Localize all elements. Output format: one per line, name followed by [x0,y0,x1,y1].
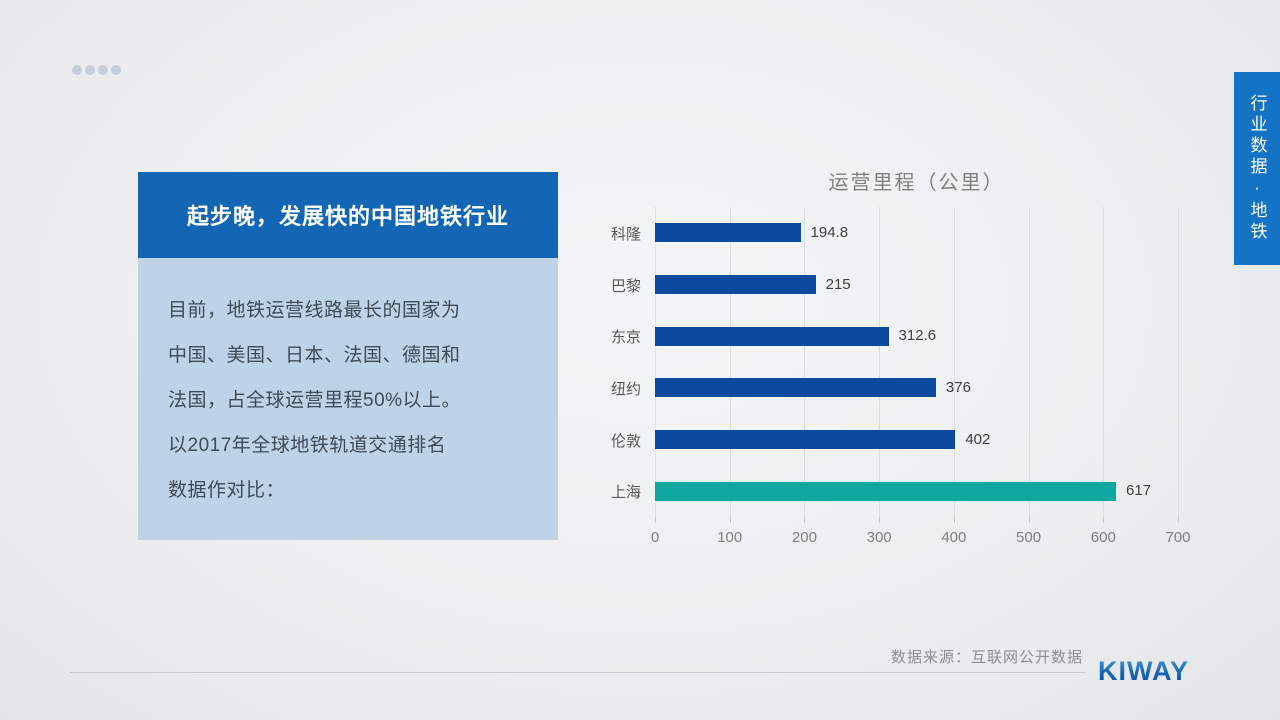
kiway-logo: KIWAY [1098,656,1190,686]
value-label: 312.6 [898,327,937,345]
top-dots [72,65,121,75]
chart-gridline [1103,207,1105,517]
axis-tick [1028,517,1030,523]
data-source-note: 数据来源：互联网公开数据 [890,649,1083,666]
x-axis-tick-label: 300 [866,529,892,546]
chart-gridline [1028,207,1030,517]
chart-gridline [879,207,881,517]
value-label: 194.8 [810,223,849,241]
axis-tick [1103,517,1105,523]
dot-icon [72,65,82,75]
dot-icon [85,65,95,75]
bar [655,326,889,346]
chart-gridline [804,207,806,517]
chart-gridline [655,207,656,517]
chart-gridline [729,207,731,517]
side-tab-industry-data-metro[interactable]: 行业数据·地铁 [1234,72,1280,265]
footer-divider [70,672,1085,673]
category-label: 巴黎 [610,277,641,295]
chart-gridline [1178,207,1179,517]
bar [655,378,936,398]
bar-chart: 运营里程（公里） 0 100 200 300 400 500 600 700 科隆 194.8 巴黎… [600,150,1240,560]
x-axis-tick-label: 400 [941,529,967,546]
bar [655,430,956,449]
value-label: 215 [825,275,851,293]
x-axis-tick-label: 600 [1090,529,1116,546]
x-axis-tick-label: 0 [650,529,660,546]
chart-gridline [953,207,955,517]
panel-title-text: 起步晚，发展快的中国地铁行业 [186,204,509,229]
side-tab-label: 行业数据·地铁 [1247,94,1267,243]
axis-tick [804,517,806,523]
bar [655,275,816,294]
axis-tick [953,517,955,523]
bar [655,481,1116,501]
category-label: 纽约 [610,380,641,398]
value-label: 617 [1125,482,1152,500]
axis-tick [879,517,881,523]
chart-title: 运营里程（公里） [828,172,1005,194]
x-axis-tick-label: 500 [1016,529,1042,546]
value-label: 402 [965,430,991,448]
axis-tick [655,517,656,523]
x-axis-tick-label: 200 [791,529,817,546]
category-label: 伦敦 [610,432,641,450]
x-axis-tick-label: 700 [1165,529,1191,546]
category-label: 上海 [610,484,641,502]
panel-body-text: 目前，地铁运营线路最长的国家为 中国、美国、日本、法国、德国和 法国，占全球运营… [168,300,462,501]
dot-icon [98,65,108,75]
panel-body: 目前，地铁运营线路最长的国家为 中国、美国、日本、法国、德国和 法国，占全球运营… [138,258,558,540]
x-axis-tick-label: 100 [717,529,743,546]
panel-title-banner: 起步晚，发展快的中国地铁行业 [138,172,558,258]
category-label: 东京 [610,329,641,347]
bar [655,223,801,243]
axis-tick [729,517,731,523]
axis-tick [1178,517,1179,523]
dot-icon [111,65,121,75]
value-label: 376 [945,378,971,396]
category-label: 科隆 [610,225,641,243]
